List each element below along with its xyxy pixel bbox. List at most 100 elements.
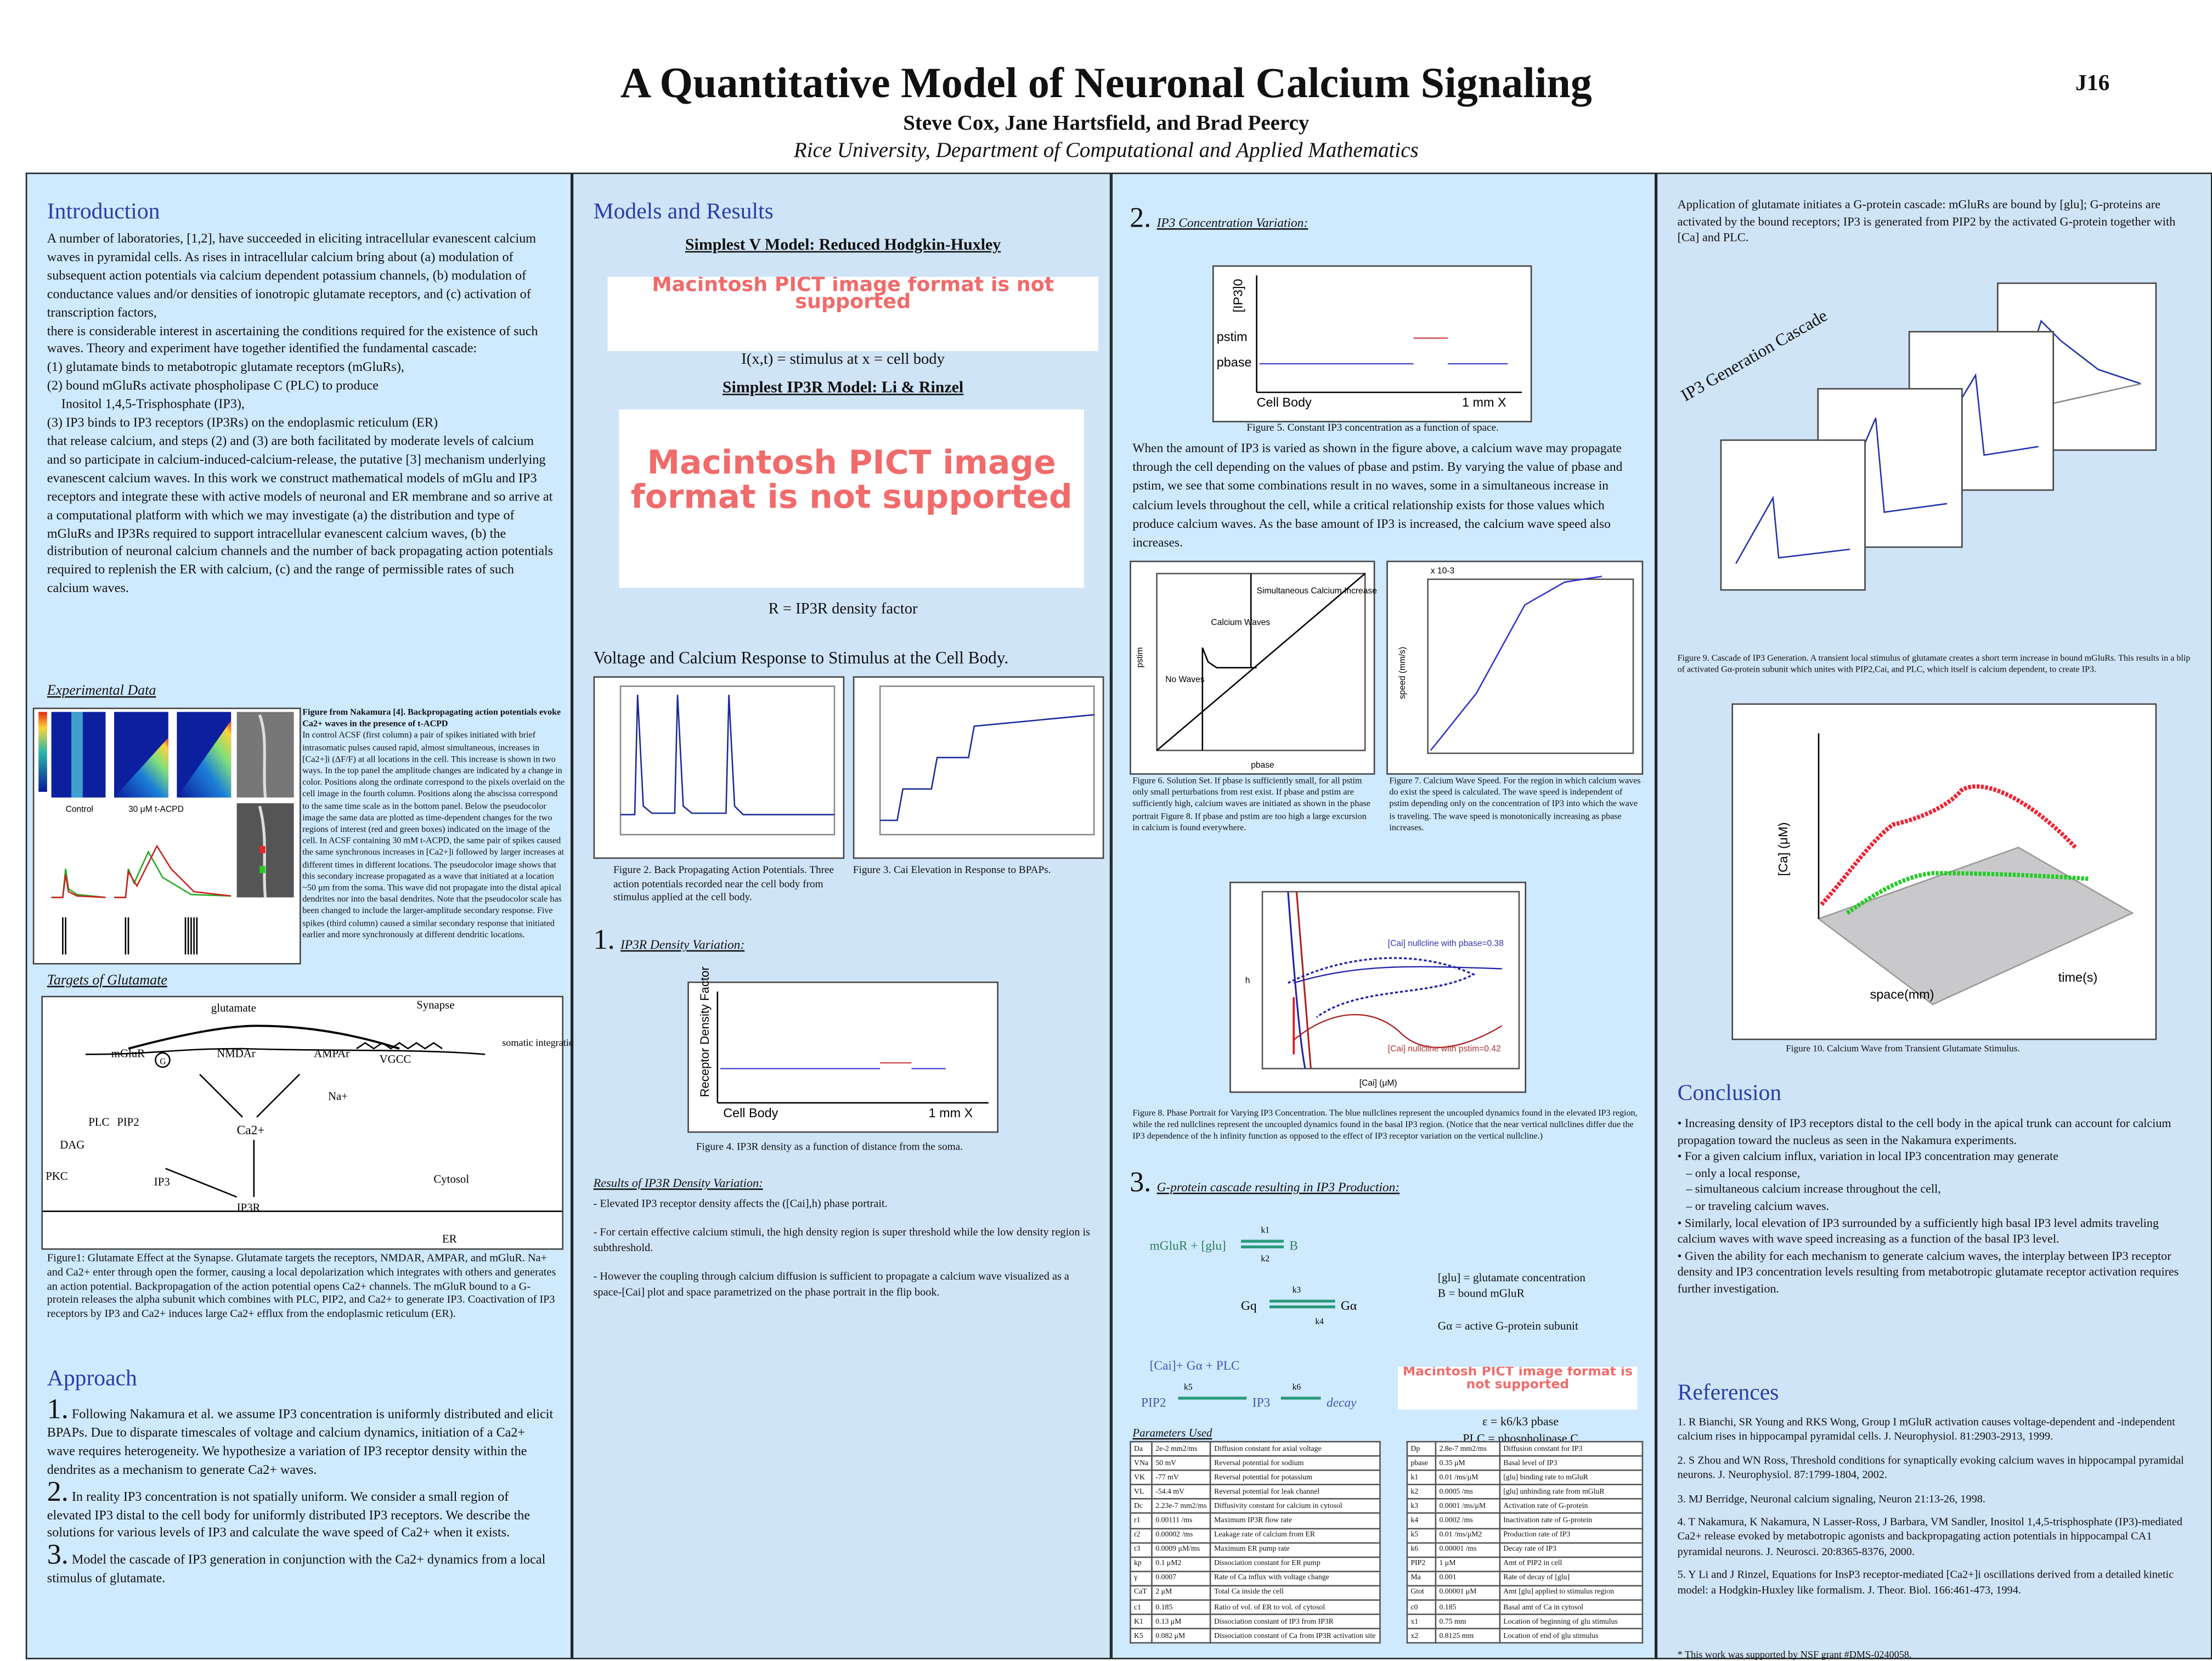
figure-8-label-bottom: [Cai] nullcline with pstim=0.42 bbox=[1388, 1044, 1501, 1054]
parameter-symbol: k6 bbox=[1406, 1541, 1437, 1558]
result-item-1: - Elevated IP3 receptor density affects … bbox=[593, 1197, 888, 1210]
parameter-symbol: γ bbox=[1130, 1570, 1153, 1587]
figure-7-svg: x 10-3 speed (mm/s) bbox=[1398, 566, 1634, 755]
legend-b: B = bound mGluR bbox=[1437, 1287, 1525, 1300]
parameter-symbol: k5 bbox=[1406, 1527, 1437, 1544]
figure-5-caption: Figure 5. Constant IP3 concentration as … bbox=[1246, 421, 1499, 434]
targets-heading: Targets of Glutamate bbox=[47, 973, 167, 989]
parameter-description: Maximum IP3R flow rate bbox=[1210, 1513, 1381, 1529]
figure-10-xlabel: space(mm) bbox=[1870, 987, 1934, 1001]
column-ip3-variation: 2. IP3 Concentration Variation: [IP3]0 p… bbox=[1111, 172, 1656, 1659]
cascade-step-2: (2) bound mGluRs activate phospholipase … bbox=[47, 380, 379, 395]
figure-6-waves-label: Calcium Waves bbox=[1211, 618, 1270, 627]
parameter-value: 0.13 μM bbox=[1151, 1613, 1211, 1630]
parameter-value: 0.0007 bbox=[1151, 1570, 1211, 1587]
figure-6-caption: Figure 6. Solution Set. If pbase is suff… bbox=[1132, 776, 1370, 833]
conclusion-item: – only a local response, bbox=[1686, 1165, 1801, 1180]
figure-8-xlabel: [Cai] (μM) bbox=[1359, 1079, 1397, 1088]
section-3-title: G-protein cascade resulting in IP3 Produ… bbox=[1156, 1180, 1400, 1195]
diagram-ip3: IP3 bbox=[154, 1176, 170, 1189]
parameter-symbol: Dc bbox=[1130, 1498, 1153, 1514]
parameter-symbol: kp bbox=[1130, 1556, 1153, 1572]
parameter-symbol: x2 bbox=[1406, 1628, 1437, 1645]
scheme-k6: k6 bbox=[1293, 1382, 1301, 1392]
approach-item-2: In reality IP3 concentration is not spat… bbox=[47, 1490, 531, 1542]
scheme-k3: k3 bbox=[1293, 1286, 1301, 1295]
parameter-description: Dissociation constant for ER pump bbox=[1210, 1556, 1381, 1572]
parameter-symbol: pbase bbox=[1406, 1455, 1437, 1472]
figure-7-exponent: x 10-3 bbox=[1431, 566, 1454, 576]
cascade-step-1: (1) glutamate binds to metabotropic glut… bbox=[47, 361, 404, 376]
stimulus-equation: I(x,t) = stimulus at x = cell body bbox=[741, 351, 945, 368]
parameter-row: K1 0.13 μM Dissociation constant of IP3 fr… bbox=[1130, 1613, 1381, 1630]
section-3-heading: 3. G-protein cascade resulting in IP3 Pr… bbox=[1130, 1167, 1400, 1198]
scheme-ip3: IP3 bbox=[1252, 1396, 1271, 1410]
parameter-symbol: k2 bbox=[1406, 1484, 1437, 1500]
parameter-description: [glu] unbinding rate from mGluR bbox=[1499, 1484, 1644, 1500]
parameter-row: k5 0.01 /ms/μM2 Production rate of IP3 bbox=[1406, 1527, 1644, 1544]
parameter-value: 0.185 bbox=[1435, 1599, 1501, 1615]
figure-9-caption: Figure 9. Cascade of IP3 Generation. A t… bbox=[1677, 653, 2191, 675]
diagram-pkc: PKC bbox=[46, 1170, 67, 1183]
nakamura-caption: Figure from Nakamura [4]. Backpropagatin… bbox=[302, 708, 565, 942]
parameter-description: Diffusion constant for IP3 bbox=[1499, 1440, 1644, 1457]
parameter-row: k6 0.00001 /ms Decay rate of IP3 bbox=[1406, 1541, 1644, 1558]
parameter-value: 0.00002 /ms bbox=[1151, 1527, 1211, 1544]
scheme-k2: k2 bbox=[1261, 1254, 1269, 1263]
figure-7-caption: Figure 7. Calcium Wave Speed. For the re… bbox=[1389, 776, 1641, 833]
reference-item: 4. T Nakamura, K Nakamura, N Lasser-Ross… bbox=[1677, 1515, 2182, 1558]
result-item-3: - However the coupling through calcium d… bbox=[593, 1270, 1069, 1298]
parameter-row: k3 0.0001 /ms/μM Activation rate of G-prot… bbox=[1406, 1498, 1644, 1514]
diagram-ip3r: IP3R bbox=[237, 1201, 261, 1214]
parameters-table-right: Dp 2.8e-7 mm2/ms Diffusion constant for IP… bbox=[1406, 1440, 1644, 1645]
parameter-symbol: k1 bbox=[1406, 1469, 1437, 1486]
parameter-description: Location of end of glu stimulus bbox=[1499, 1628, 1644, 1645]
parameter-description: Maximum ER pump rate bbox=[1210, 1541, 1381, 1558]
parameter-value: 0.01 /ms/μM2 bbox=[1435, 1527, 1501, 1544]
conclusion-item: • For a given calcium influx, variation … bbox=[1677, 1148, 2059, 1163]
parameter-row: r1 0.00111 /ms Maximum IP3R flow rate bbox=[1130, 1513, 1381, 1529]
parameter-value: 0.185 bbox=[1151, 1599, 1211, 1615]
figure-1-caption: Figure1: Glutamate Effect at the Synapse… bbox=[47, 1251, 556, 1320]
diagram-synapse: Synapse bbox=[416, 999, 454, 1011]
glutamate-targets-diagram: glutamate Synapse mGluR G NMDAr AMPAr VG… bbox=[41, 995, 639, 1250]
column-cascade-conclusion: Application of glutamate initiates a G-p… bbox=[1656, 172, 2212, 1660]
parameter-value: 50 mV bbox=[1151, 1455, 1211, 1472]
parameter-description: Basal level of IP3 bbox=[1499, 1455, 1644, 1472]
column-models-results: Models and Results Simplest V Model: Red… bbox=[572, 172, 1111, 1659]
parameter-description: Amt [glu] applied to stimulus region bbox=[1499, 1585, 1644, 1601]
diagram-g: G bbox=[160, 1057, 166, 1067]
parameter-row: Da 2e-2 mm2/ms Diffusion constant for axia… bbox=[1130, 1440, 1381, 1457]
scheme-k1: k1 bbox=[1261, 1225, 1269, 1235]
figure-10-plot: [Ca] (μM) space(mm) time(s) bbox=[1731, 703, 2157, 1040]
cascade-step-2b: Inositol 1,4,5-Trisphosphate (IP3), bbox=[61, 398, 245, 413]
reference-item: 2. S Zhou and WN Ross, Threshold conditi… bbox=[1677, 1453, 2184, 1482]
figure-5-ylabel: [IP3]0 bbox=[1231, 279, 1245, 312]
figure-8-ylabel: h bbox=[1245, 976, 1250, 985]
figure-4-scale: 1 mm X bbox=[929, 1106, 973, 1120]
parameter-description: Total Ca inside the cell bbox=[1210, 1585, 1381, 1601]
parameter-value: 2.8e-7 mm2/ms bbox=[1435, 1440, 1501, 1457]
figure-6-svg: Simultaneous Calcium Increase Calcium Wa… bbox=[1136, 572, 1377, 770]
figure-5-scale: 1 mm X bbox=[1462, 395, 1506, 409]
diagram-pip2: PIP2 bbox=[117, 1116, 139, 1128]
parameter-description: Diffusivity constant for calcium in cyto… bbox=[1210, 1498, 1381, 1514]
figure-10-svg: [Ca] (μM) space(mm) time(s) bbox=[1776, 733, 2134, 1005]
parameter-symbol: VL bbox=[1130, 1484, 1153, 1500]
parameter-description: Production rate of IP3 bbox=[1499, 1527, 1644, 1544]
parameter-row: k1 0.01 /ms/μM [glu] binding rate to mGluR bbox=[1406, 1469, 1644, 1486]
diagram-na: Na+ bbox=[328, 1090, 348, 1103]
scheme-pip2: PIP2 bbox=[1141, 1396, 1166, 1410]
parameter-symbol: Dp bbox=[1406, 1440, 1437, 1457]
intro-para-2: there is considerable interest in ascert… bbox=[47, 324, 538, 358]
parameter-symbol: k3 bbox=[1406, 1498, 1437, 1514]
approach-item-3: Model the cascade of IP3 generation in c… bbox=[47, 1554, 546, 1587]
legend-ga: Gα = active G-protein subunit bbox=[1437, 1320, 1578, 1333]
approach-list: 1. Following Nakamura et al. we assume I… bbox=[47, 1394, 554, 1587]
pict-placeholder-3: Macintosh PICT image format is not suppo… bbox=[1398, 1366, 1638, 1410]
reference-item: 3. MJ Berridge, Neuronal calcium signali… bbox=[1677, 1491, 1985, 1505]
parameter-description: Dissociation constant of IP3 from IP3R bbox=[1210, 1613, 1381, 1630]
figure-10-ylabel: time(s) bbox=[2058, 970, 2097, 984]
figure-2-caption: Figure 2. Back Propagating Action Potent… bbox=[613, 863, 834, 904]
figure-6-nowaves-label: No Waves bbox=[1165, 675, 1205, 684]
